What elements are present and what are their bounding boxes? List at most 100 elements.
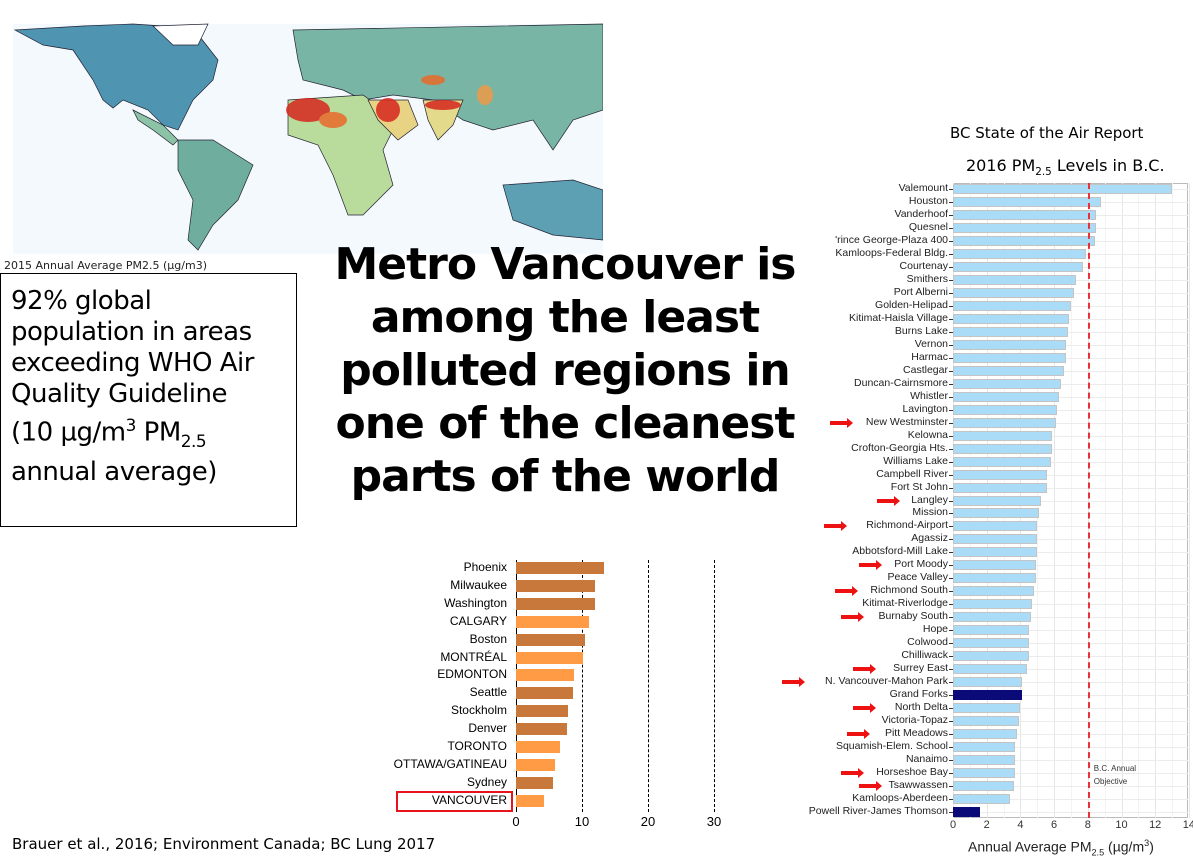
bc-label: Richmond South bbox=[870, 584, 948, 597]
city-label: VANCOUVER bbox=[431, 792, 507, 807]
bc-label: North Delta bbox=[894, 700, 948, 713]
bc-label: Duncan-Cairnsmore bbox=[854, 376, 948, 389]
bc-chart-title: BC State of the Air Report bbox=[950, 124, 1144, 142]
bc-label: Fort St John bbox=[890, 480, 948, 493]
bc-label: N. Vancouver-Mahon Park bbox=[825, 674, 948, 687]
red-arrow-head-icon bbox=[846, 417, 853, 428]
bc-label: Williams Lake bbox=[883, 454, 948, 467]
tick-mark bbox=[949, 591, 953, 593]
tick-mark bbox=[949, 694, 953, 696]
bc-bar bbox=[953, 495, 1041, 506]
bc-chart-subtitle: 2016 PM2.5 Levels in B.C. bbox=[966, 156, 1165, 178]
bc-label: Port Moody bbox=[894, 558, 948, 571]
bc-label: Agassiz bbox=[911, 532, 948, 545]
grid-line bbox=[1087, 183, 1089, 818]
tick-mark bbox=[949, 319, 953, 321]
subtitle-text: 2016 PM bbox=[966, 156, 1036, 175]
tick-mark bbox=[949, 630, 953, 632]
city-bar bbox=[516, 776, 553, 789]
city-label: Denver bbox=[468, 721, 507, 736]
bc-bar bbox=[953, 651, 1029, 661]
bc-label: Richmond-Airport bbox=[866, 519, 948, 532]
axis-text: Annual Average PM bbox=[968, 838, 1092, 855]
city-label: Boston bbox=[469, 631, 507, 646]
bc-bar bbox=[953, 534, 1038, 545]
bc-bar bbox=[953, 197, 1102, 208]
south-america bbox=[177, 139, 254, 251]
red-arrow-head-icon bbox=[840, 521, 847, 532]
bc-bar bbox=[953, 365, 1065, 376]
grid-line bbox=[953, 617, 1188, 619]
city-label: CALGARY bbox=[449, 613, 507, 628]
city-x-tick: 20 bbox=[640, 814, 656, 829]
bc-label: Chilliwack bbox=[901, 649, 948, 661]
grid-line bbox=[953, 591, 1188, 593]
bc-bar bbox=[953, 547, 1038, 558]
bc-bar bbox=[953, 741, 1016, 752]
grid-line bbox=[953, 668, 1188, 670]
reference-line bbox=[648, 560, 649, 812]
grid-line bbox=[1138, 183, 1140, 818]
bc-label: Victoria-Topaz bbox=[881, 713, 948, 726]
tick-mark bbox=[949, 396, 953, 398]
city-bar bbox=[516, 794, 544, 807]
grid-line bbox=[953, 228, 1188, 230]
grid-line bbox=[953, 565, 1188, 567]
bc-bar bbox=[953, 210, 1097, 221]
city-bar bbox=[516, 723, 567, 736]
red-arrow-head-icon bbox=[852, 586, 859, 597]
greenland bbox=[152, 23, 209, 46]
red-arrow-head-icon bbox=[893, 495, 900, 506]
bc-bar bbox=[953, 638, 1029, 649]
tick-mark bbox=[949, 422, 953, 424]
info-line: annual average) bbox=[11, 456, 217, 487]
tick-mark bbox=[949, 215, 953, 217]
bc-label: Harmac bbox=[911, 350, 948, 363]
bc-label: Houston bbox=[908, 195, 948, 208]
info-line: 92% global bbox=[11, 286, 152, 316]
tick-mark bbox=[949, 772, 953, 774]
bc-label: Langley bbox=[911, 493, 948, 506]
headline-line: polluted regions in bbox=[340, 345, 791, 396]
city-label: OTTAWA/GATINEAU bbox=[393, 756, 507, 771]
grid-line bbox=[1003, 183, 1005, 818]
tick-mark bbox=[949, 409, 953, 411]
grid-line bbox=[953, 772, 1188, 774]
bc-label: Port Alberni bbox=[893, 286, 948, 299]
bc-bar bbox=[953, 288, 1075, 299]
city-label: Washington bbox=[444, 595, 507, 610]
tick-mark bbox=[949, 344, 953, 346]
bc-label: Burns Lake bbox=[894, 325, 948, 338]
bc-x-tick: 10 bbox=[1115, 819, 1128, 831]
map-continents bbox=[13, 23, 603, 251]
bc-bar bbox=[953, 249, 1087, 260]
city-x-tick: 30 bbox=[706, 814, 722, 829]
grid-line bbox=[1155, 183, 1157, 818]
bc-bar bbox=[953, 767, 1016, 778]
objective-line bbox=[1087, 183, 1090, 818]
bc-bar bbox=[953, 223, 1097, 234]
tick-mark bbox=[949, 720, 953, 722]
tick-mark bbox=[949, 526, 953, 528]
grid-line bbox=[953, 189, 1188, 191]
bc-label: Kamloops-Federal Bldg. bbox=[835, 247, 948, 260]
headline: Metro Vancouver is among the least pollu… bbox=[330, 238, 800, 503]
subtitle-sub: 2.5 bbox=[1035, 166, 1052, 179]
bc-label: Vernon bbox=[914, 337, 948, 350]
india bbox=[422, 99, 464, 141]
high-pollution-regions bbox=[286, 75, 493, 128]
info-sup: 3 bbox=[125, 415, 137, 435]
subtitle-text: Levels in B.C. bbox=[1051, 156, 1165, 175]
tick-mark bbox=[949, 370, 953, 372]
tick-mark bbox=[949, 357, 953, 359]
grid-line bbox=[953, 267, 1188, 269]
city-label: Stockholm bbox=[450, 703, 507, 718]
bc-label: Surrey East bbox=[893, 661, 948, 674]
bc-x-tick: 0 bbox=[949, 819, 957, 831]
bc-bar bbox=[953, 275, 1076, 286]
reference-line bbox=[714, 560, 715, 812]
red-arrow-icon bbox=[829, 420, 848, 425]
grid-line bbox=[953, 785, 1188, 787]
bc-bar bbox=[953, 780, 1014, 791]
tick-mark bbox=[949, 539, 953, 541]
